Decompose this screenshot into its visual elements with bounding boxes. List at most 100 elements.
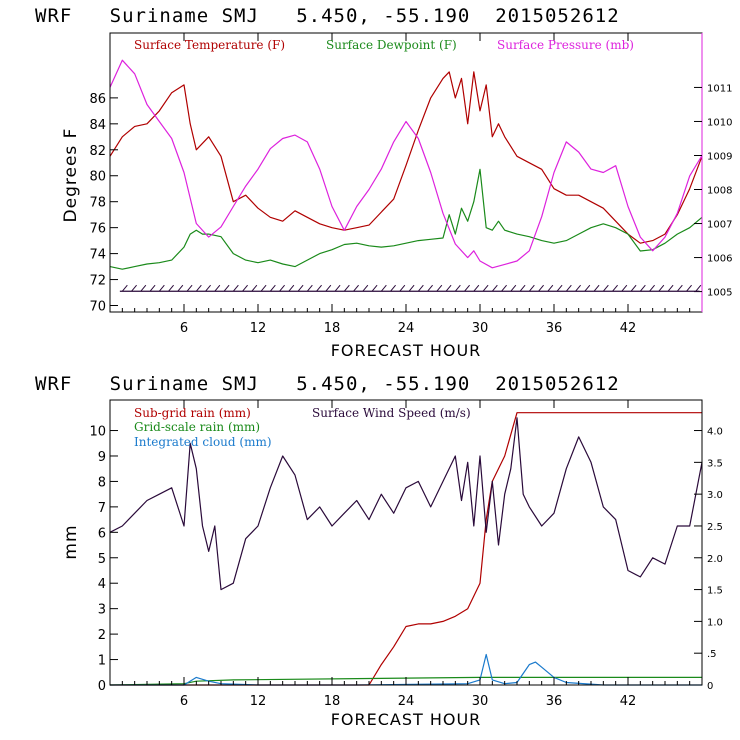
wind-barb — [205, 284, 211, 292]
wind-barb — [464, 284, 470, 292]
wind-barb — [121, 284, 128, 292]
wind-barb — [649, 284, 655, 292]
x-tick-label: 36 — [546, 694, 563, 709]
wind-barb — [528, 284, 535, 292]
wind-barb — [297, 284, 304, 292]
y-tick-label: 5 — [98, 552, 106, 567]
wind-barb — [408, 284, 415, 292]
wind-barb — [519, 284, 526, 292]
wind-barb — [390, 284, 396, 292]
wind-barb — [417, 284, 424, 292]
wind-barb — [158, 284, 165, 292]
series-pressure — [109, 59, 703, 269]
wind-barb — [306, 284, 313, 292]
y-tick-label: 86 — [89, 92, 106, 107]
wind-barb — [676, 284, 683, 292]
wind-barb — [260, 284, 267, 292]
y2-tick-label: 2.0 — [707, 554, 723, 565]
wind-barb — [686, 284, 692, 292]
wind-barb — [593, 284, 600, 292]
wind-barb — [251, 284, 258, 292]
x-axis-label: FORECAST HOUR — [331, 341, 482, 360]
y2-tick-label: 1005 — [707, 288, 732, 299]
x-axis-label: FORECAST HOUR — [331, 710, 482, 729]
legend-subgrid-rain: Sub-grid rain (mm) — [134, 406, 251, 420]
y2-tick-label: 1.0 — [707, 617, 723, 628]
x-tick-label: 24 — [398, 694, 415, 709]
legend-integrated-cloud: Integrated cloud (mm) — [134, 435, 272, 449]
y-tick-label: 72 — [89, 274, 106, 289]
chart-header: WRF Suriname SMJ 5.450, -55.190 20150526… — [35, 5, 620, 27]
x-tick-label: 12 — [250, 321, 267, 336]
legend-wind-speed: Surface Wind Speed (m/s) — [312, 406, 471, 420]
wind-barb — [362, 284, 369, 292]
wind-barb — [334, 284, 341, 292]
wind-barb — [269, 284, 276, 292]
y2-tick-label: 1008 — [707, 186, 732, 197]
x-tick-label: 12 — [250, 694, 267, 709]
y-tick-label: 4 — [98, 577, 106, 592]
wind-barb — [168, 284, 174, 292]
wind-barb — [473, 284, 480, 292]
x-tick-label: 30 — [472, 694, 489, 709]
y-tick-label: 6 — [98, 526, 106, 541]
wind-barb — [454, 284, 461, 292]
y2-tick-label: 2.5 — [707, 522, 723, 533]
temperature-chart: WRF Suriname SMJ 5.450, -55.190 20150526… — [35, 5, 732, 360]
y2-tick-label: 1007 — [707, 220, 732, 231]
y-tick-label: 80 — [89, 170, 106, 185]
series-wind — [109, 417, 703, 591]
y-tick-label: 8 — [98, 475, 106, 490]
x-tick-label: 24 — [398, 321, 415, 336]
y-tick-label: 1 — [98, 654, 106, 669]
x-tick-label: 18 — [324, 694, 341, 709]
series-temperature — [109, 71, 703, 244]
wind-barb — [195, 284, 202, 292]
y2-tick-label: 0 — [707, 681, 713, 692]
wind-barb — [538, 284, 544, 292]
wind-barb — [242, 284, 248, 292]
wind-barb — [584, 284, 591, 292]
wind-barb — [630, 284, 637, 292]
y-tick-label: 78 — [89, 196, 106, 211]
y2-tick-label: 4.0 — [707, 427, 723, 438]
y-tick-label: 84 — [89, 118, 106, 133]
wind-barb — [427, 284, 433, 292]
wind-barb — [667, 284, 674, 292]
wind-barb — [149, 284, 156, 292]
y-tick-label: 76 — [89, 222, 106, 237]
y2-tick-label: .5 — [707, 649, 717, 660]
y-tick-label: 7 — [98, 501, 106, 516]
series-subgrid-rain — [110, 412, 702, 686]
series-dewpoint — [109, 168, 703, 270]
x-tick-label: 30 — [472, 321, 489, 336]
wind-barb — [501, 284, 507, 292]
x-tick-label: 42 — [620, 694, 637, 709]
wind-barb — [325, 284, 332, 292]
x-tick-label: 36 — [546, 321, 563, 336]
wind-barb — [343, 284, 350, 292]
y-axis-label: Degrees F — [61, 128, 81, 223]
y-tick-label: 9 — [98, 450, 106, 465]
wind-barb — [445, 284, 452, 292]
legend-temperature: Surface Temperature (F) — [134, 38, 285, 52]
y-tick-label: 74 — [89, 248, 106, 263]
wind-barb — [371, 284, 378, 292]
x-tick-label: 6 — [180, 321, 188, 336]
legend-pressure: Surface Pressure (mb) — [497, 38, 634, 52]
y2-tick-label: 1011 — [707, 83, 732, 94]
y2-tick-label: 3.0 — [707, 490, 723, 501]
wind-barb — [482, 284, 489, 292]
y-tick-label: 10 — [89, 425, 106, 440]
wind-barb — [214, 284, 221, 292]
wind-barb — [353, 284, 359, 292]
wind-barb — [223, 284, 230, 292]
plot-frame — [109, 32, 703, 313]
x-tick-label: 6 — [180, 694, 188, 709]
y2-tick-label: 1.5 — [707, 586, 723, 597]
y-tick-label: 0 — [98, 679, 106, 694]
legend-dewpoint: Surface Dewpoint (F) — [326, 38, 457, 52]
y2-tick-label: 1010 — [707, 117, 732, 128]
wind-barb — [547, 284, 554, 292]
